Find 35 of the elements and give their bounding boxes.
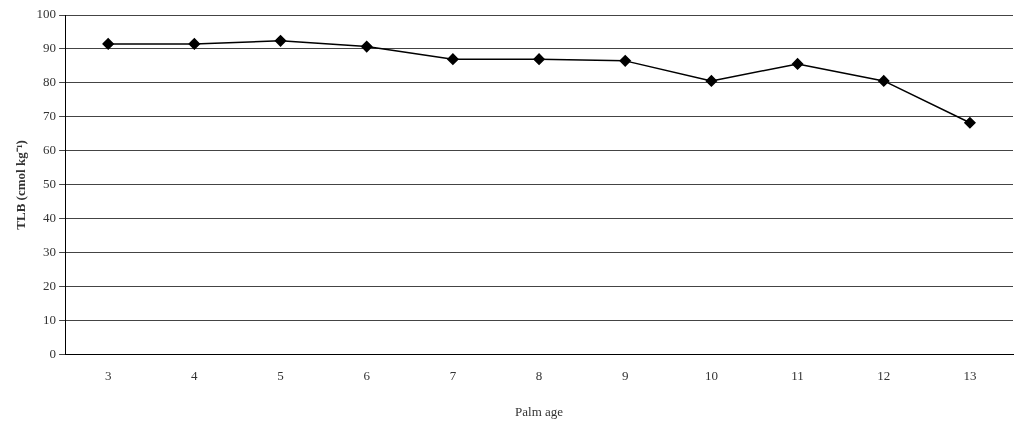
- y-tick-label: 20: [43, 278, 57, 294]
- y-tick-label: 30: [43, 244, 57, 260]
- y-tick-label: 60: [43, 142, 57, 158]
- point: [705, 75, 718, 87]
- y-tick-label: 100: [36, 6, 57, 22]
- point: [533, 53, 545, 65]
- x-tick-label: 6: [363, 368, 371, 384]
- x-tick-label: 4: [191, 368, 199, 384]
- point: [102, 38, 114, 50]
- point: [188, 38, 201, 50]
- point: [360, 40, 373, 53]
- y-tick-label: 90: [43, 40, 57, 56]
- point: [619, 55, 631, 67]
- y-tick-label: 70: [43, 108, 57, 124]
- y-tick-label: 10: [43, 312, 57, 328]
- y-tick-label: 80: [43, 74, 57, 90]
- point: [964, 116, 976, 129]
- x-tick-label: 13: [963, 368, 977, 384]
- x-tick-label: 7: [449, 368, 457, 384]
- x-tick-label: 8: [535, 368, 543, 384]
- y-tick-label: 0: [49, 346, 57, 362]
- x-axis-title: Palm age: [515, 403, 564, 419]
- x-tick-label: 11: [791, 368, 804, 384]
- point: [877, 75, 890, 87]
- x-tick-label: 12: [877, 368, 891, 384]
- x-tick-label: 9: [621, 368, 629, 384]
- y-tick-label: 50: [43, 176, 57, 192]
- y-tick-label: 40: [43, 210, 57, 226]
- y-axis-title: TLB (cmol kg⁻¹): [13, 140, 29, 230]
- x-tick-label: 3: [104, 368, 112, 384]
- point: [274, 35, 287, 47]
- point: [791, 58, 804, 70]
- point: [447, 53, 459, 65]
- x-tick-label: 10: [704, 368, 718, 384]
- x-tick-label: 5: [277, 368, 284, 384]
